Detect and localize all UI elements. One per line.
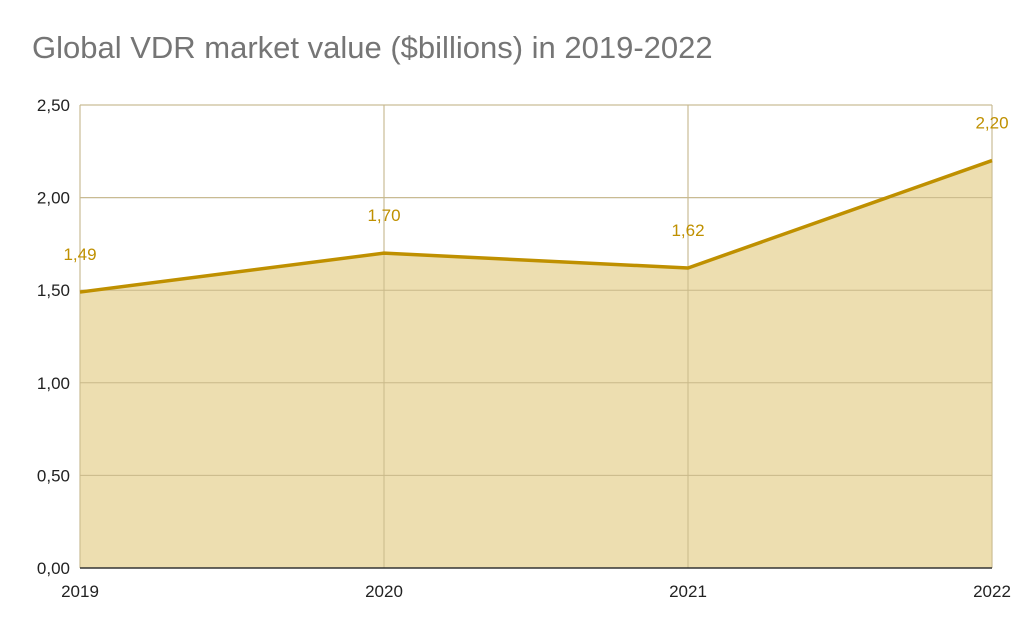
series-line [79,158,993,294]
y-tick-label: 0,00 [37,559,70,578]
x-tick-label: 2020 [365,582,403,601]
y-tick-label: 2,50 [37,96,70,115]
x-tick-label: 2022 [973,582,1011,601]
data-label: 1,62 [671,221,704,240]
y-tick-label: 0,50 [37,466,70,485]
area-fill [80,160,992,568]
x-tick-label: 2021 [669,582,707,601]
data-labels: 1,49 1,70 1,62 2,20 [63,114,1008,264]
data-label: 1,49 [63,245,96,264]
axes: 0,00 0,50 1,00 1,50 2,00 2,50 2019 2020 2021 2022 [37,96,1011,601]
y-tick-label: 1,50 [37,281,70,300]
y-tick-label: 1,00 [37,374,70,393]
y-tick-label: 2,00 [37,189,70,208]
chart-title: Global VDR market value ($billions) in 2… [32,30,713,65]
data-label: 2,20 [975,114,1008,133]
data-label: 1,70 [367,206,400,225]
x-tick-label: 2019 [61,582,99,601]
area-series [79,104,993,568]
